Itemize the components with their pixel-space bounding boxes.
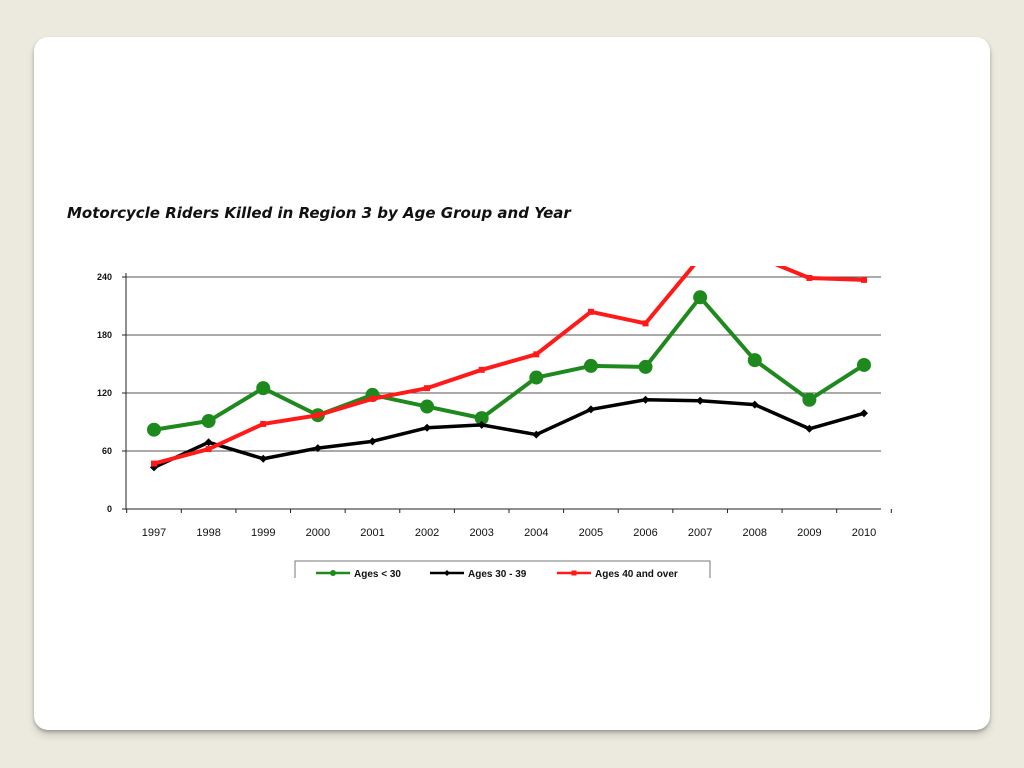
series-line bbox=[153, 266, 865, 466]
data-point bbox=[423, 423, 432, 432]
series-ages-40-and-over bbox=[151, 253, 867, 467]
data-point bbox=[861, 276, 867, 283]
data-point bbox=[368, 437, 377, 446]
data-point bbox=[806, 274, 813, 281]
x-tick-label: 2002 bbox=[415, 527, 439, 539]
data-point bbox=[583, 358, 598, 373]
x-tick-label: 2005 bbox=[579, 527, 603, 539]
data-point bbox=[477, 420, 486, 429]
data-point bbox=[313, 444, 322, 453]
data-point bbox=[259, 454, 268, 463]
legend-marker bbox=[444, 570, 450, 576]
series-line bbox=[153, 295, 866, 432]
data-point bbox=[151, 460, 157, 467]
data-point bbox=[750, 400, 759, 409]
series-line bbox=[153, 398, 865, 470]
legend-marker bbox=[330, 570, 336, 576]
data-point bbox=[256, 381, 271, 396]
legend-label: Ages 30 - 39 bbox=[468, 569, 527, 580]
data-point bbox=[693, 290, 708, 305]
y-tick-label: 240 bbox=[97, 272, 112, 282]
x-tick-label: 1998 bbox=[196, 527, 220, 539]
data-point bbox=[420, 399, 435, 414]
x-tick-label: 2009 bbox=[797, 527, 821, 539]
data-point bbox=[747, 353, 762, 368]
series-ages-30-39 bbox=[150, 395, 868, 472]
data-point bbox=[369, 395, 376, 402]
legend-label: Ages < 30 bbox=[354, 569, 401, 580]
data-point bbox=[529, 370, 544, 385]
data-point bbox=[586, 405, 595, 414]
data-point bbox=[205, 446, 212, 453]
legend-label: Ages 40 and over bbox=[595, 569, 678, 580]
data-point bbox=[424, 385, 431, 392]
data-point bbox=[533, 351, 540, 358]
legend-marker bbox=[571, 570, 577, 576]
data-point bbox=[805, 424, 814, 433]
data-point bbox=[204, 438, 213, 447]
x-tick-label: 2001 bbox=[360, 527, 384, 539]
x-tick-label: 2004 bbox=[524, 527, 548, 539]
x-tick-label: 1997 bbox=[142, 527, 166, 539]
axes: 0 60 120 180 240 1997 1998 1999 2000 2001 2002 2003… bbox=[97, 272, 892, 539]
series-group bbox=[147, 253, 871, 472]
data-point bbox=[638, 359, 653, 374]
x-tick-label: 2007 bbox=[688, 527, 712, 539]
x-tick-label: 2006 bbox=[633, 527, 657, 539]
legend-item: Ages 30 - 39 bbox=[430, 569, 527, 580]
data-point bbox=[802, 392, 817, 407]
legend-box bbox=[294, 560, 711, 578]
data-point bbox=[642, 320, 649, 327]
data-point bbox=[696, 396, 705, 405]
x-tick-label: 1999 bbox=[251, 527, 275, 539]
legend-item: Ages 40 and over bbox=[557, 569, 678, 580]
y-tick-label: 0 bbox=[107, 504, 112, 514]
legend: Ages < 30 Ages 30 - 39 Ages 40 and over bbox=[294, 560, 711, 580]
data-point bbox=[478, 366, 485, 373]
data-point bbox=[752, 253, 758, 259]
data-point bbox=[697, 255, 703, 261]
data-point bbox=[532, 430, 541, 439]
y-tick-label: 120 bbox=[97, 388, 112, 398]
series-ages-30 bbox=[147, 290, 871, 437]
data-point bbox=[641, 395, 650, 404]
slide-panel bbox=[34, 37, 990, 730]
chart-title: Motorcycle Riders Killed in Region 3 by … bbox=[67, 204, 571, 222]
data-point bbox=[201, 414, 216, 429]
data-point bbox=[857, 357, 871, 372]
data-point bbox=[314, 412, 321, 419]
data-point bbox=[260, 420, 267, 427]
x-tick-label: 2003 bbox=[469, 527, 493, 539]
y-tick-label: 180 bbox=[97, 330, 112, 340]
data-point bbox=[474, 411, 489, 426]
data-point bbox=[860, 409, 868, 418]
x-tick-label: 2008 bbox=[743, 527, 767, 539]
legend-item: Ages < 30 bbox=[316, 569, 401, 580]
data-point bbox=[147, 422, 161, 437]
x-tick-label: 2000 bbox=[306, 527, 330, 539]
data-point bbox=[587, 308, 594, 315]
x-tick-label: 2010 bbox=[852, 527, 876, 539]
y-tick-label: 60 bbox=[102, 446, 112, 456]
